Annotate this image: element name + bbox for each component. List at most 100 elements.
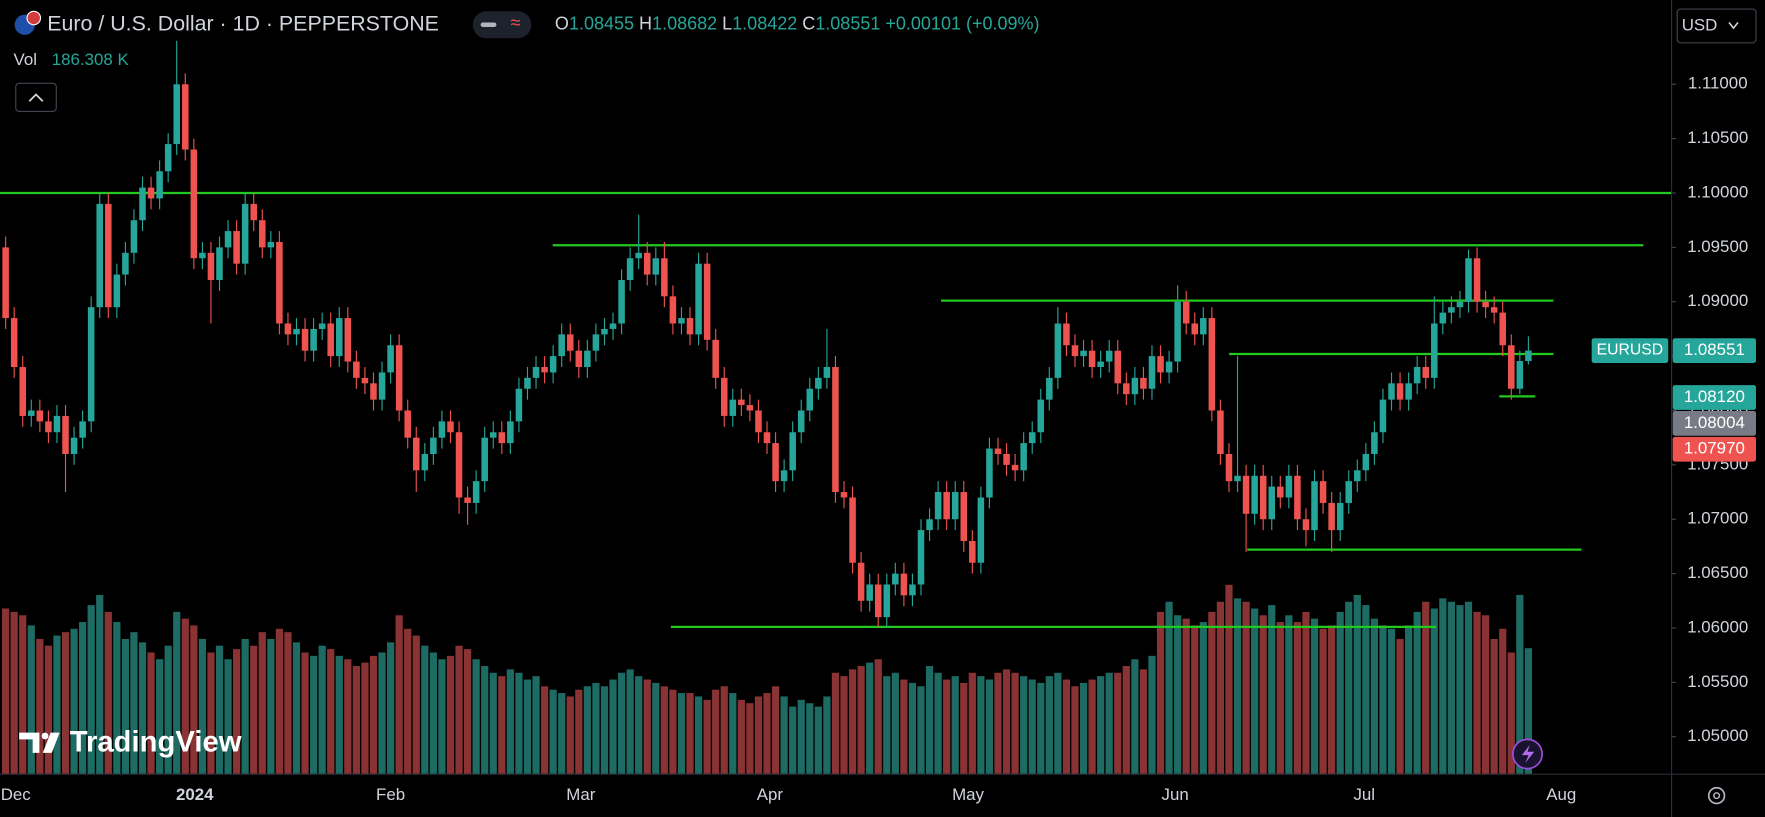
candle-body [1473,258,1481,302]
candle-body [87,307,95,422]
candle-body [276,241,283,324]
volume-bar [558,693,566,775]
price-tag [1672,385,1756,410]
volume-bar [609,679,617,775]
volume-bar [806,703,814,775]
volume-bar [943,679,951,775]
volume-bar [1139,669,1148,775]
volume-bar [891,672,899,775]
candle-body [695,263,702,335]
volume-bar [198,638,206,775]
y-tick-label: 1.09500 [1687,237,1748,256]
candle-body [977,497,985,563]
candle-body [866,584,873,601]
candle-body [53,415,61,433]
candle-body [301,328,309,351]
volume-bar [1174,615,1182,775]
candle-body [797,410,805,433]
candle-body [62,415,69,454]
candle-body [1465,258,1472,302]
x-tick-label: Mar [566,785,595,804]
currency-select[interactable] [1676,8,1757,44]
candle-body [412,437,420,471]
volume-bar [147,652,155,775]
volume-bar [241,638,249,775]
volume-bar [703,699,711,775]
indicator-toggle[interactable] [472,11,532,39]
volume-bar [660,686,668,775]
volume-bar [1105,672,1113,775]
brand-logo [41,732,49,740]
volume-bar [113,622,121,775]
volume-bar [1199,622,1207,775]
volume-bar [292,642,301,775]
ohlc-value: 1.08455 [569,14,634,34]
volume-bar [489,672,497,775]
candle-body [1028,432,1036,444]
volume-bar [1345,601,1353,775]
candle-body [883,584,891,618]
volume-bar [1122,665,1130,775]
candle-body [1071,345,1079,357]
volume-bar [275,628,283,775]
volume-bar [472,659,480,775]
candle-body [515,388,523,422]
volume-bar [677,693,686,775]
volume-bar [190,625,198,775]
candle-body [1131,377,1139,395]
candle-body [1157,356,1164,373]
volume-bar [481,665,489,775]
candle-body [1123,383,1130,395]
candle-body [815,377,822,389]
change: +0.00101 (+0.09%) [885,14,1039,34]
volume-bar [327,649,335,775]
volume-bar [686,693,694,775]
candle-body [986,448,993,498]
candle-body [832,367,839,493]
y-tick-label: 1.10500 [1687,128,1748,147]
candle-body [438,421,446,438]
volume-bar [669,689,677,775]
candle-body [994,448,1002,454]
volume-bar [369,655,378,775]
candle-body [318,323,326,329]
volume-bar [1182,618,1190,775]
candle-body [139,187,146,221]
volume-bar [1045,676,1053,775]
candle-body [1174,301,1181,362]
volume-bar [386,642,395,775]
volume-bar [284,632,292,775]
candle-body [1362,453,1370,471]
y-tick-label: 1.05000 [1687,726,1748,745]
volume-bar [652,682,660,775]
candle-body [28,410,35,416]
volume-bar [1396,638,1404,775]
volume-bar [1379,625,1387,775]
collapse-button[interactable] [15,82,57,112]
candle-body [738,399,745,406]
volume-bar [523,679,532,775]
volume-bar [1370,618,1379,775]
volume-bar [506,669,514,775]
candle-body [1003,453,1010,465]
candle-body [122,252,129,275]
volume-bar [1002,669,1011,775]
candle-body [1037,399,1045,433]
candle-body [686,318,694,335]
candle-body [1448,307,1455,313]
candle-body [1080,350,1087,357]
volume-bar [1020,676,1028,775]
volume-bar [498,676,506,775]
volume-bar [1473,611,1481,775]
candle-body [1251,475,1258,514]
settings-button[interactable] [1707,786,1726,805]
volume-bar [720,686,728,775]
candle-body [404,410,411,438]
volume-bar [1499,628,1507,775]
candle-body [1208,318,1216,411]
candle-body [1525,350,1532,362]
candle-body [772,443,779,482]
volume-bar [378,652,386,775]
candle-body [755,410,762,433]
x-tick-label: Feb [376,785,405,804]
